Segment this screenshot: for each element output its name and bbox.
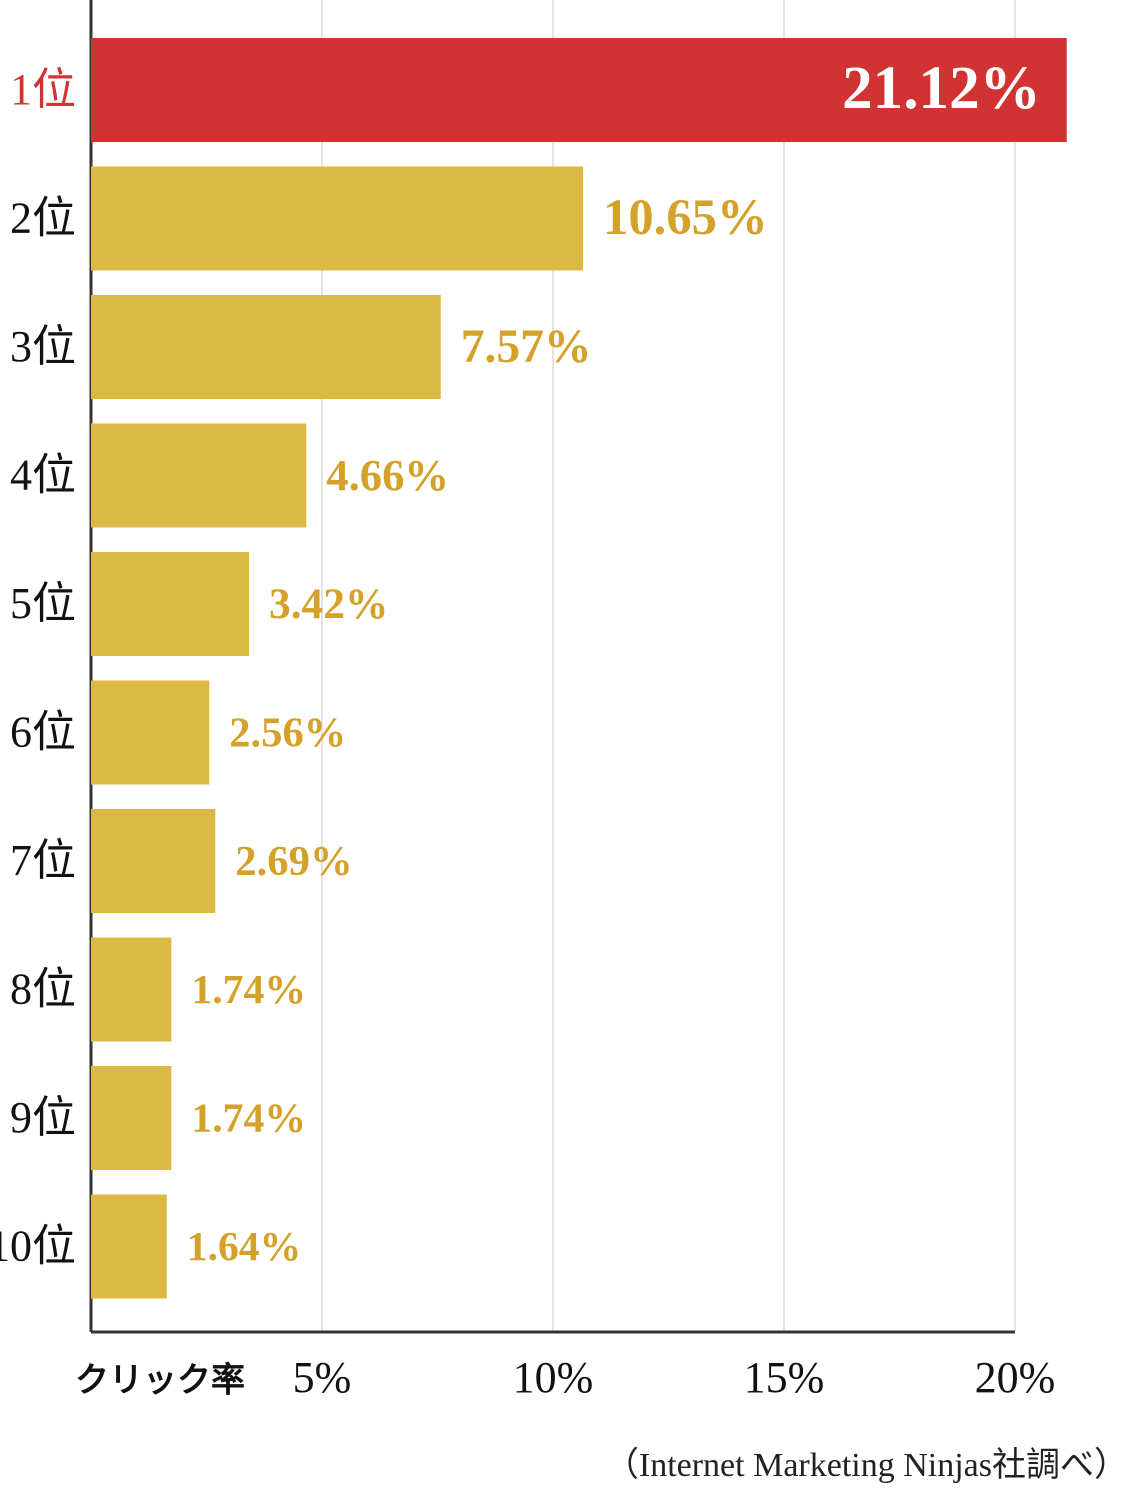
data-label: 2.69% bbox=[235, 838, 352, 885]
data-label: 2.56% bbox=[229, 709, 346, 756]
x-axis-title: クリック率 bbox=[75, 1361, 245, 1401]
bar bbox=[91, 937, 172, 1042]
bar bbox=[91, 423, 307, 528]
x-tick-label: 20% bbox=[975, 1353, 1056, 1402]
y-tick-label: 2位 bbox=[10, 194, 76, 243]
y-tick-label: 7位 bbox=[10, 836, 76, 885]
data-label: 1.74% bbox=[191, 1096, 306, 1142]
bar bbox=[91, 680, 210, 785]
x-tick-label: 15% bbox=[744, 1353, 825, 1402]
source-note: （Internet Marketing Ninjas社調べ） bbox=[605, 1446, 1128, 1484]
y-tick-label: 6位 bbox=[10, 708, 76, 757]
data-label: 10.65% bbox=[603, 189, 768, 245]
bar bbox=[91, 552, 250, 656]
x-tick-label: 5% bbox=[293, 1353, 352, 1402]
data-label: 4.66% bbox=[326, 450, 449, 500]
bar bbox=[91, 38, 1067, 142]
data-label: 1.74% bbox=[191, 967, 306, 1013]
y-tick-label: 1位 bbox=[10, 65, 76, 114]
y-tick-label: 10位 bbox=[0, 1222, 76, 1271]
y-tick-label: 9位 bbox=[10, 1093, 76, 1142]
data-label: 3.42% bbox=[269, 580, 388, 628]
x-tick-label: 10% bbox=[513, 1353, 594, 1402]
bar bbox=[91, 166, 584, 271]
y-tick-label: 8位 bbox=[10, 965, 76, 1014]
data-label: 21.12% bbox=[842, 55, 1041, 122]
bar bbox=[91, 1194, 167, 1299]
data-label: 1.64% bbox=[187, 1224, 301, 1270]
bar bbox=[91, 1066, 172, 1170]
bar bbox=[91, 295, 441, 399]
y-tick-label: 3位 bbox=[10, 322, 76, 371]
data-label: 7.57% bbox=[461, 321, 592, 373]
y-tick-label: 5位 bbox=[10, 579, 76, 628]
bar bbox=[91, 809, 216, 913]
y-tick-label: 4位 bbox=[10, 451, 76, 500]
